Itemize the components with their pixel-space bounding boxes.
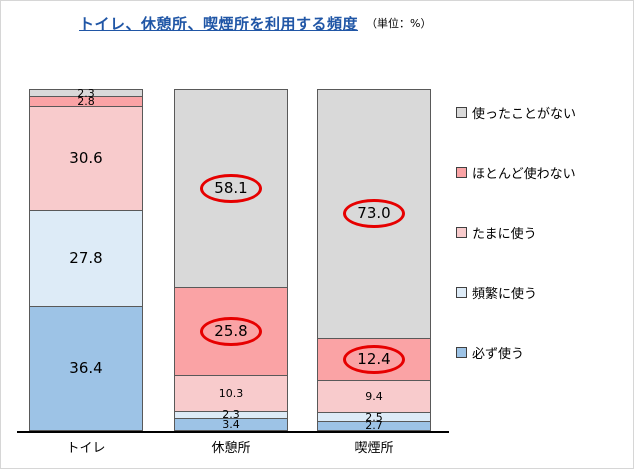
bar-segment: 27.8 xyxy=(29,211,143,307)
stacked-bar: 73.0 12.4 9.4 2.5 2.7 xyxy=(317,89,431,431)
unit-label: （単位：%） xyxy=(366,17,432,30)
segment-value-label-circled: 25.8 xyxy=(200,317,262,347)
legend-item: 使ったことがない xyxy=(456,104,577,122)
segment-value-label: 36.4 xyxy=(69,358,103,377)
legend-swatch-icon xyxy=(456,226,467,238)
legend-item: 頻繁に使う xyxy=(456,284,576,302)
segment-value-label: 2.7 xyxy=(365,419,383,433)
stacked-bar: 58.1 25.8 10.3 2.3 3.4 xyxy=(174,89,288,431)
legend-swatch-icon xyxy=(456,346,467,358)
bar-segment: 12.4 xyxy=(317,338,431,382)
bar-segment: 73.0 xyxy=(317,89,431,339)
legend-label: たまに使う xyxy=(472,226,537,242)
segment-value-label: 9.4 xyxy=(365,390,383,404)
legend-swatch-icon xyxy=(456,106,467,118)
stacked-bar: 2.3 2.8 30.6 27.8 36.4 xyxy=(29,86,143,431)
bar-segment: 2.5 xyxy=(317,410,431,424)
segment-value-label: 2.3 xyxy=(222,408,240,422)
legend-label: 必ず使う xyxy=(472,346,525,362)
bar-segment: 9.4 xyxy=(317,381,431,414)
bar-segment: 10.3 xyxy=(174,376,288,412)
legend-item: 必ず使う xyxy=(456,344,576,362)
x-axis-line xyxy=(17,431,449,433)
segment-value-label: 30.6 xyxy=(69,149,103,168)
category-label: 休憩所 xyxy=(211,441,251,456)
legend: 使ったことがない ほとんど使わない たまに使う頻繁に使う必ず使う xyxy=(456,104,576,404)
legend-swatch-icon xyxy=(456,166,467,178)
bar-segment: 2.8 xyxy=(29,94,143,108)
bar-segment: 3.4 xyxy=(174,419,288,431)
bar-segment: 58.1 xyxy=(174,89,288,289)
legend-label: 頻繁に使う xyxy=(472,286,538,302)
bar-segment: 2.3 xyxy=(29,86,143,100)
segment-value-label: 2.8 xyxy=(77,94,95,108)
segment-value-label: 27.8 xyxy=(69,248,103,267)
segment-value-label: 3.4 xyxy=(222,418,240,432)
category-label: 喫煙所 xyxy=(354,441,394,456)
legend-item: ほとんど使わない xyxy=(456,164,576,182)
legend-label: 使ったことがない xyxy=(472,106,577,122)
chart-title: トイレ、休憩所、喫煙所を利用する頻度 xyxy=(79,15,359,33)
category-label: トイレ xyxy=(66,441,106,456)
segment-value-label-circled: 12.4 xyxy=(343,344,405,374)
plot-area: 2.3 2.8 30.6 27.8 36.4 58.1 25.8 10.3 2.3 3.4 73.0… xyxy=(17,86,449,456)
segment-value-label-circled: 58.1 xyxy=(200,174,262,204)
segment-value-label: 2.5 xyxy=(365,410,383,424)
bar-segment: 2.7 xyxy=(317,419,431,433)
legend-label: ほとんど使わない xyxy=(472,166,576,182)
bar-segment: 2.3 xyxy=(174,408,288,422)
bar-segment: 30.6 xyxy=(29,106,143,212)
legend-item: たまに使う xyxy=(456,224,576,242)
segment-value-label-circled: 73.0 xyxy=(343,199,405,229)
title-row: トイレ、休憩所、喫煙所を利用する頻度 （単位：%） xyxy=(79,13,431,34)
segment-value-label: 2.3 xyxy=(77,86,95,100)
bar-segment: 36.4 xyxy=(29,306,143,431)
bar-segment: 25.8 xyxy=(174,288,288,377)
legend-swatch-icon xyxy=(456,286,467,298)
segment-value-label: 10.3 xyxy=(218,386,244,400)
